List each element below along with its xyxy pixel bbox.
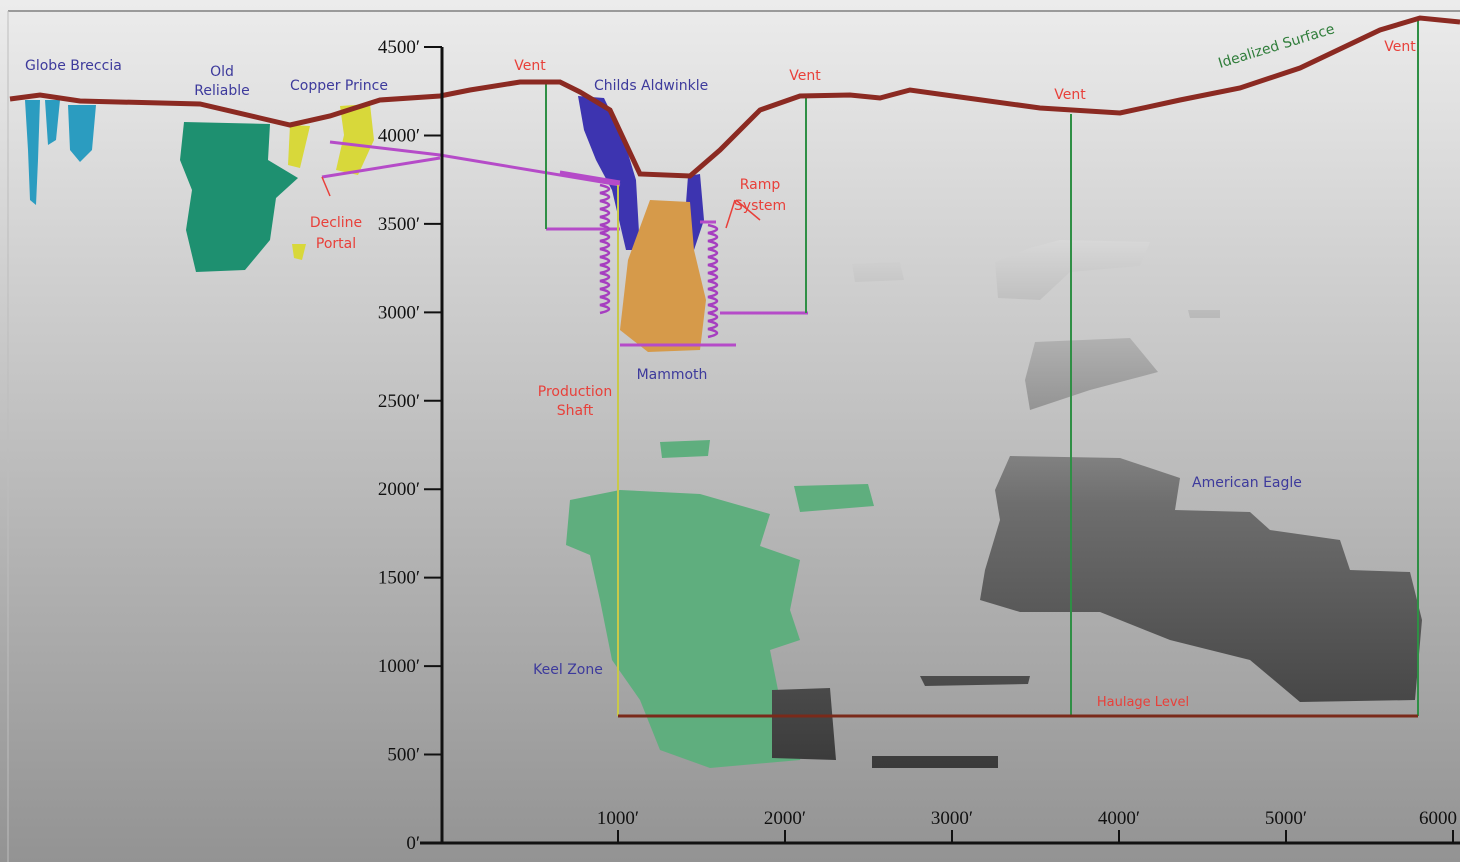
label: Old Reliable [194,64,249,99]
label-line: Decline [310,215,362,231]
label: Vent [789,68,821,84]
label-line: Reliable [194,83,249,99]
label: American Eagle [1192,475,1302,491]
x-tick-label: 5000′ [1265,808,1307,829]
label: Childs Aldwinkle [594,78,708,94]
label: Globe Breccia [25,58,122,74]
label: Ramp System [734,177,786,214]
label-line: Ramp [740,177,781,193]
y-tick-label: 500′ [387,745,420,766]
ore-bodies [25,96,1422,768]
y-tick-label: 1000′ [378,656,420,677]
label: Copper Prince [290,78,388,94]
label-line: Old [210,64,234,80]
axes: 4500′ 4000′ 3500′ 3000′ 2500′ 2000′ 1500′ 1000′… [378,37,1460,854]
label: Production Shaft [538,384,612,419]
y-tick-label: 3500′ [378,214,420,235]
label-line: System [734,198,786,214]
label: Haulage Level [1097,695,1189,710]
levels [546,220,808,347]
y-tick-label: 0′ [406,833,420,854]
y-tick-label: 1500′ [378,568,420,589]
vent-shafts [545,20,1419,716]
decline [321,140,621,187]
label: Mammoth [637,367,708,383]
ramp-spiral [599,183,719,339]
x-tick-label: 1000′ [597,808,639,829]
copper-prince-body [288,104,374,260]
mammoth-body [620,200,706,352]
x-tick-label: 4000′ [1098,808,1140,829]
childs-aldwinkle-body [578,96,704,250]
x-tick-label: 3000′ [931,808,973,829]
old-reliable-body [180,122,298,272]
label: Vent [1384,39,1416,55]
workings [9,15,1460,718]
keel-zone-body [566,440,874,768]
pointer-lines [321,176,761,229]
american-eagle-body [772,240,1422,768]
label: Vent [1054,87,1086,103]
label: Vent [514,58,546,74]
globe-breccia-body [25,100,96,205]
label: Keel Zone [533,662,603,678]
label: Decline Portal [310,215,362,252]
y-tick-label: 2000′ [378,479,420,500]
x-tick-label: 2000′ [764,808,806,829]
y-tick-label: 4500′ [378,37,420,58]
y-tick-label: 2500′ [378,391,420,412]
label-line: Shaft [557,403,594,419]
label-line: Production [538,384,612,400]
x-tick-label: 6000 [1419,808,1457,829]
y-tick-label: 3000′ [378,302,420,323]
y-tick-label: 4000′ [378,125,420,146]
label-line: Portal [316,236,356,252]
surface-line [9,15,1460,179]
